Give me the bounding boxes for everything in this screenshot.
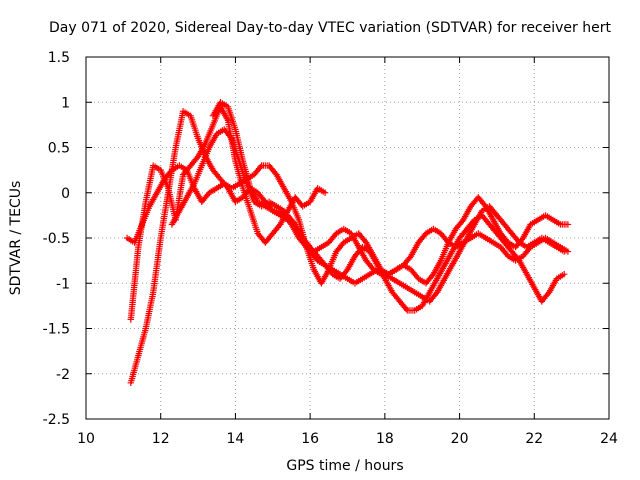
- x-tick-label: 24: [600, 431, 618, 447]
- y-tick-label: -2.5: [43, 412, 70, 428]
- y-tick-label: 0: [61, 186, 70, 202]
- x-tick-label: 10: [77, 431, 95, 447]
- x-tick-label: 14: [227, 431, 245, 447]
- y-tick-label: -1.5: [43, 322, 70, 338]
- scatter-markers: [209, 99, 568, 305]
- chart-title: Day 071 of 2020, Sidereal Day-to-day VTE…: [49, 20, 611, 36]
- y-tick-label: 1: [61, 95, 70, 111]
- y-axis-label: SDTVAR / TECUs: [8, 181, 24, 296]
- x-tick-label: 12: [152, 431, 170, 447]
- x-tick-labels: 10 12 14 16 18 20 22 24: [77, 431, 618, 447]
- x-tick-label: 22: [525, 431, 543, 447]
- series-track-5: [209, 99, 568, 305]
- y-tick-label: -2: [56, 367, 70, 383]
- y-tick-label: 0.5: [48, 141, 70, 157]
- axis-ticks: [85, 56, 610, 420]
- y-tick-label: -1: [56, 276, 70, 292]
- data-points: [123, 99, 572, 386]
- x-tick-label: 18: [376, 431, 394, 447]
- y-tick-label: 1.5: [48, 50, 70, 66]
- y-tick-label: -0.5: [43, 231, 70, 247]
- y-tick-labels: 1.5 1 0.5 0 -0.5 -1 -1.5 -2 -2.5: [43, 50, 70, 428]
- x-axis-label: GPS time / hours: [286, 458, 403, 474]
- x-tick-label: 16: [301, 431, 319, 447]
- x-tick-label: 20: [451, 431, 469, 447]
